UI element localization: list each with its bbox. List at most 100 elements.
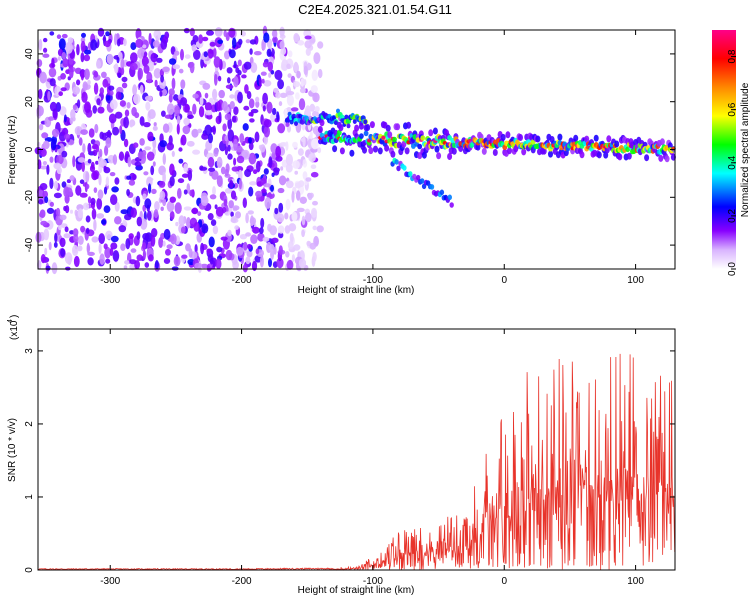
spectrogram-cell-1865 [396, 165, 401, 172]
spectrogram-cell-341 [277, 123, 286, 134]
spectrogram-cell-269 [245, 39, 251, 44]
spectrogram-cell-1620 [492, 149, 498, 156]
spectrogram-cell-1228 [63, 186, 70, 198]
spectrogram-cell-708 [303, 29, 312, 38]
spectrogram-cell-1299 [266, 48, 272, 57]
figure-title: C2E4.2025.321.01.54.G11 [298, 2, 452, 17]
spectrogram-cell-252 [158, 237, 164, 248]
spectrogram-cell-883 [80, 225, 86, 233]
spectrogram-cell-521 [116, 38, 121, 47]
spectrogram-cell-484 [120, 58, 125, 71]
spectrogram-cell-1044 [177, 188, 182, 199]
spectrogram-cell-454 [304, 40, 312, 49]
spectrogram-cell-1126 [95, 145, 100, 153]
spectrogram-cell-1026 [146, 151, 155, 161]
spectrogram-cell-1207 [144, 198, 152, 209]
spectrogram-cell-1104 [38, 199, 44, 205]
spectrogram-cell-411 [262, 236, 270, 242]
spectrogram-cell-1241 [188, 248, 193, 258]
spectrogram-cell-1108 [114, 216, 122, 225]
spectrogram-x-tick-label-2: -100 [363, 275, 383, 286]
spectrogram-cell-437 [152, 138, 157, 149]
spectrogram-cell-1875 [416, 174, 421, 181]
spectrogram-cell-1221 [98, 156, 104, 168]
spectrogram-cell-1067 [115, 111, 123, 119]
spectrogram-cell-176 [201, 36, 209, 42]
spectrogram-cell-1097 [208, 236, 215, 248]
spectrogram-cell-971 [91, 171, 98, 181]
snr-y-tick-label-1: 1 [24, 494, 35, 500]
spectrogram-cell-1494 [404, 147, 410, 155]
spectrogram-x-tick-label-4: 100 [627, 275, 644, 286]
spectrogram-cell-868 [207, 213, 214, 221]
snr-scale-label: (x10 4 ) [7, 315, 20, 340]
spectrogram-cell-1246 [207, 156, 215, 168]
spectrogram-cell-1281 [312, 200, 318, 206]
spectrogram-cell-797 [56, 34, 62, 39]
spectrogram-cell-619 [128, 179, 136, 186]
spectrogram-cell-893 [277, 225, 285, 234]
spectrogram-cell-1146 [232, 205, 240, 211]
spectrogram-cell-1396 [332, 145, 338, 153]
spectrogram-cell-940 [204, 92, 209, 99]
spectrogram-cell-1213 [61, 52, 67, 60]
spectrogram-cell-344 [114, 201, 120, 212]
spectrogram-cell-1264 [271, 29, 278, 38]
spectrogram-cell-147 [222, 123, 227, 132]
colorbar-tick-label-0: 0.0 [727, 262, 738, 276]
spectrogram-cell-1172 [229, 180, 234, 189]
spectrogram-cell-735 [191, 44, 197, 52]
spectrogram-cell-1256 [109, 99, 118, 110]
spectrogram-cell-1134 [157, 32, 162, 39]
spectrogram-cell-855 [77, 208, 84, 219]
spectrogram-cell-953 [279, 40, 285, 50]
spectrogram-cell-1101 [303, 65, 308, 76]
snr-marks [37, 353, 676, 571]
spectrogram-cell-1130 [309, 242, 317, 250]
spectrogram-cell-792 [81, 91, 88, 103]
spectrogram-cell-753 [44, 247, 48, 256]
spectrogram-cell-650 [230, 215, 237, 223]
spectrogram-cell-1439 [365, 124, 371, 131]
spectrogram-cell-337 [245, 256, 251, 265]
spectrogram-cell-1091 [69, 175, 75, 182]
spectrogram-cell-992 [60, 87, 67, 92]
spectrogram-cell-1075 [312, 92, 320, 103]
spectrogram-cell-359 [240, 31, 247, 37]
spectrogram-cell-1760 [596, 151, 602, 159]
spectrogram-cell-336 [103, 205, 111, 214]
spectrogram-cell-568 [298, 98, 306, 111]
spectrogram-cell-1119 [276, 111, 280, 121]
spectrogram-cell-831 [210, 219, 217, 227]
spectrogram-cell-1007 [90, 197, 96, 205]
spectrogram-cell-439 [233, 157, 237, 166]
spectrogram-cell-1198 [77, 157, 86, 163]
spectrogram-cell-264 [251, 260, 258, 272]
spectrogram-cell-1255 [103, 243, 108, 250]
spectrogram-cell-803 [243, 241, 248, 251]
spectrogram-cell-1242 [69, 66, 74, 79]
spectrogram-cell-1076 [72, 104, 77, 111]
spectrogram-cell-1008 [80, 70, 85, 81]
spectrogram-x-ticks: -300 -200 -100 0 100 [100, 30, 644, 286]
spectrogram-cell-1045 [270, 184, 274, 192]
spectrogram-cell-915 [114, 33, 118, 46]
spectrogram-cell-1159 [172, 64, 181, 70]
spectrogram-cell-1639 [507, 147, 512, 155]
spectrogram-cell-470 [261, 78, 265, 84]
spectrogram-y-ticks: -40 -20 0 20 40 [24, 48, 675, 252]
spectrogram-cell-1197 [249, 39, 257, 45]
spectrogram-cell-935 [126, 189, 130, 196]
spectrogram-cell-903 [229, 49, 236, 59]
spectrogram-cell-511 [277, 187, 285, 194]
spectrogram-cell-512 [64, 226, 69, 233]
spectrogram-cell-1120 [55, 102, 61, 112]
spectrogram-cell-1162 [305, 212, 312, 223]
spectrogram-cell-870 [178, 215, 185, 227]
spectrogram-cell-863 [70, 109, 76, 120]
spectrogram-cell-881 [47, 90, 51, 101]
spectrogram-cell-1057 [310, 171, 319, 178]
spectrogram-cell-929 [254, 131, 260, 143]
spectrogram-cell-1260 [51, 57, 55, 68]
spectrogram-cell-1892 [449, 202, 454, 208]
